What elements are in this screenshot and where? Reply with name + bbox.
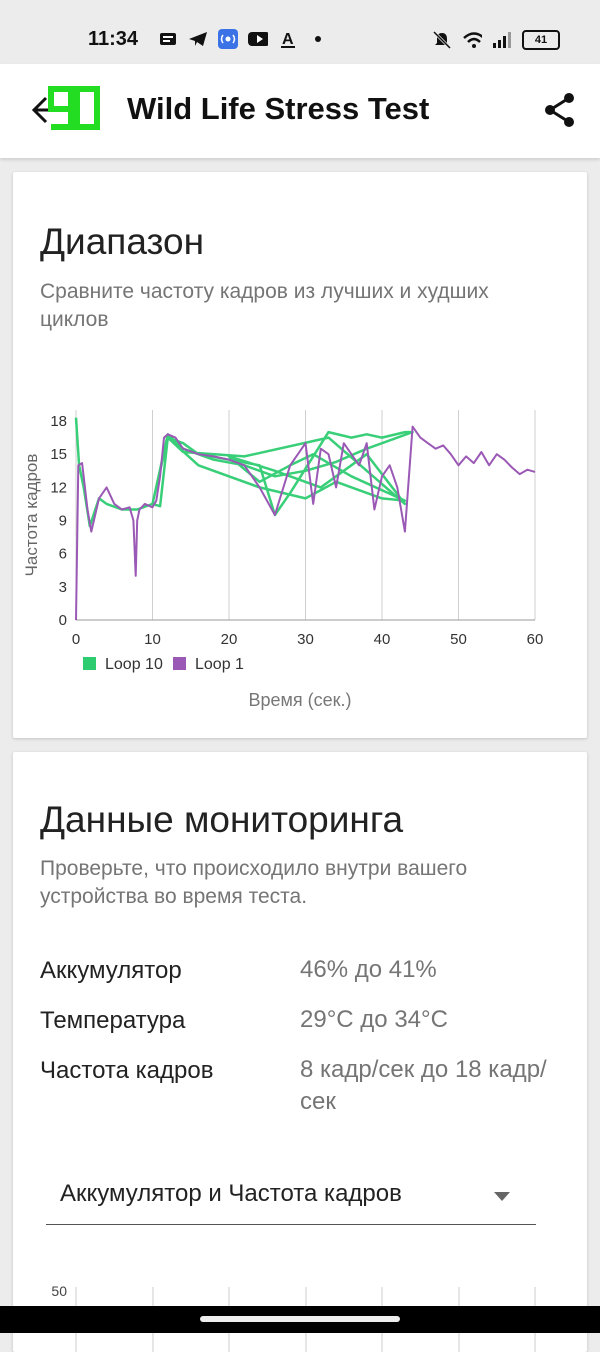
dropdown-selected-value: Аккумулятор и Частота кадров [60,1180,402,1207]
legend-swatch [83,657,96,670]
x-tick-label: 30 [297,631,314,648]
y-tick-label: 18 [50,413,67,430]
app-logo: 90 [48,86,100,130]
chart-type-dropdown[interactable]: Аккумулятор и Частота кадров [46,1162,536,1225]
range-title: Диапазон [40,221,205,262]
framerate-label: Частота кадров [40,1057,214,1084]
y-tick-label: 3 [59,579,67,596]
legend-label: Loop 10 [105,656,163,673]
svg-text:A: A [282,31,294,48]
x-tick-label: 50 [450,631,467,648]
x-axis-label: Время (сек.) [248,690,351,710]
battery-label: Аккумулятор [40,957,182,984]
broadcast-icon [218,29,238,49]
telegram-icon [188,30,208,48]
dropdown-arrow-icon [494,1192,510,1201]
mute-icon [432,30,452,50]
youtube-icon [248,30,268,48]
monitoring-subtitle: Проверьте, что происходило внутри вашего… [40,857,468,908]
app-title: Wild Life Stress Test [127,91,430,126]
text-a-icon: A [278,30,298,48]
monitoring-card: Данные мониторинга Проверьте, что происх… [13,752,587,1352]
notification-icons: A [158,29,328,49]
home-gesture-handle[interactable] [200,1316,400,1322]
framerate-range-chart: 0 10 20 30 40 50 60 0 3 6 9 12 15 18 Частота кадров Loo… [22,410,544,710]
status-time: 11:34 [88,28,139,50]
range-subtitle: Сравните частоту кадров из лучших и худш… [40,280,489,331]
temperature-value: 29°C до 34°C [300,1006,448,1033]
temperature-label: Температура [40,1007,186,1034]
news-icon [158,30,178,48]
monitoring-title: Данные мониторинга [40,799,404,840]
wifi-icon [462,31,482,49]
y-tick-label: 0 [59,612,67,629]
battery-icon: 41 [522,30,560,50]
y-tick-label: 12 [50,479,67,496]
system-icons: 41 [432,30,560,50]
status-bar: 11:34 A 41 [0,0,600,64]
share-icon [545,93,574,127]
y-tick-label: 50 [51,1283,67,1299]
x-tick-label: 10 [144,631,161,648]
y-tick-label: 9 [59,513,67,530]
framerate-value: 8 кадр/сек до 18 кадр/сек [300,1056,547,1115]
y-axis-label: Частота кадров [22,454,41,577]
signal-icon [492,31,512,49]
x-tick-label: 60 [527,631,544,648]
battery-value: 46% до 41% [300,956,437,983]
navigation-bar [0,1306,600,1333]
y-tick-label: 15 [50,446,67,463]
legend-label: Loop 1 [195,656,244,673]
range-card: Диапазон Сравните частоту кадров из лучш… [13,172,587,738]
series-line-loop-10 [74,417,414,528]
share-button[interactable] [543,92,577,128]
x-tick-label: 40 [374,631,391,648]
legend-swatch [173,657,186,670]
app-bar: 90 Wild Life Stress Test [0,64,600,158]
dot-icon [308,30,328,48]
x-tick-label: 0 [72,631,80,648]
x-tick-label: 20 [221,631,238,648]
series-line-loop-1 [75,425,536,621]
y-tick-label: 6 [59,546,67,563]
